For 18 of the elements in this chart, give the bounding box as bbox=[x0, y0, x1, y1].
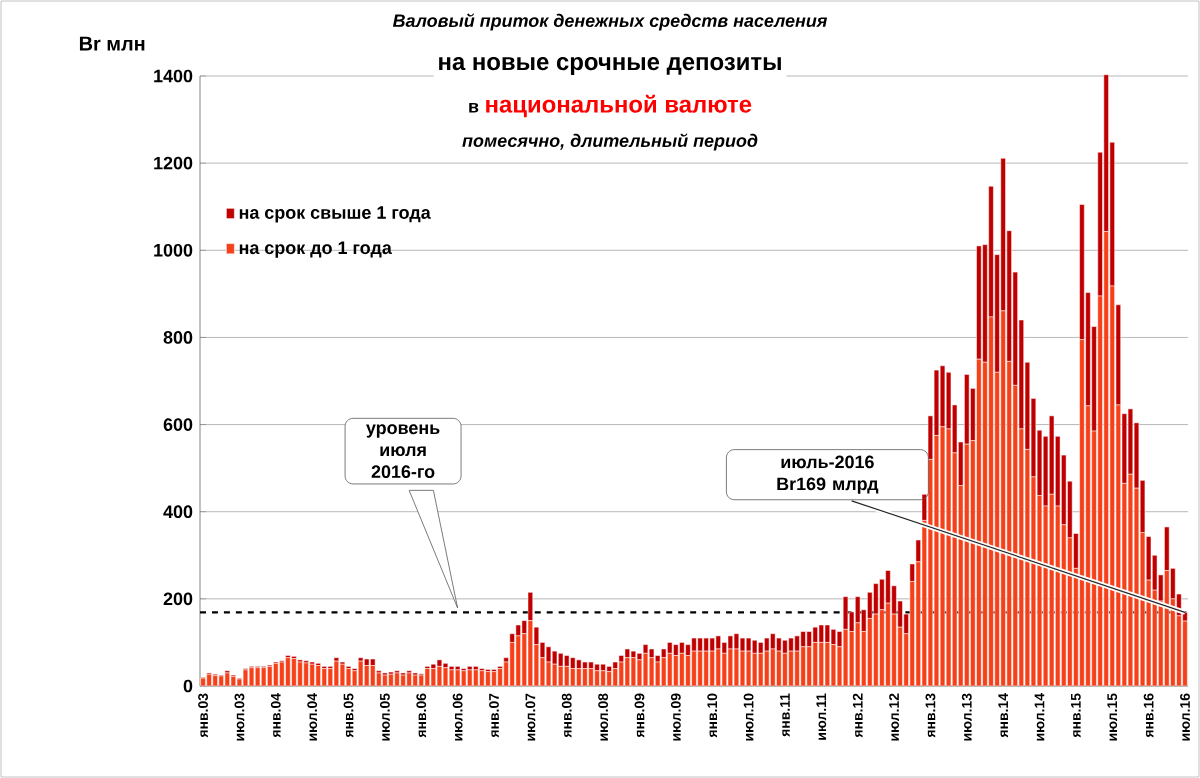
y-tick-label: 400 bbox=[163, 505, 193, 519]
annotation: июль-2016 Br169 млрд bbox=[777, 455, 879, 494]
y-tick-label: 1400 bbox=[154, 69, 193, 83]
annotation: национальной валюте bbox=[486, 94, 752, 118]
chart-title: Валовый приток денежных средств населения bbox=[392, 13, 828, 31]
y-axis-title: Br млн bbox=[79, 36, 145, 51]
y-tick-label: 800 bbox=[163, 331, 193, 344]
y-tick-label: 600 bbox=[163, 418, 193, 431]
ref-line-label: уровень июля 2016-го bbox=[366, 424, 440, 478]
legend-label: на срок до 1 года bbox=[239, 241, 392, 258]
legend-label: на срок свыше 1 года bbox=[239, 206, 431, 223]
y-tick-label: 1000 bbox=[154, 243, 193, 257]
y-tick-label: 200 bbox=[163, 592, 193, 606]
y-tick-label: 0 bbox=[183, 679, 193, 693]
annotation: в bbox=[469, 103, 479, 113]
chart-subtitle: на новые срочные депозиты bbox=[439, 57, 781, 75]
annotation: помесячно, длительный период bbox=[462, 133, 758, 151]
y-tick-label: 1200 bbox=[154, 156, 193, 170]
